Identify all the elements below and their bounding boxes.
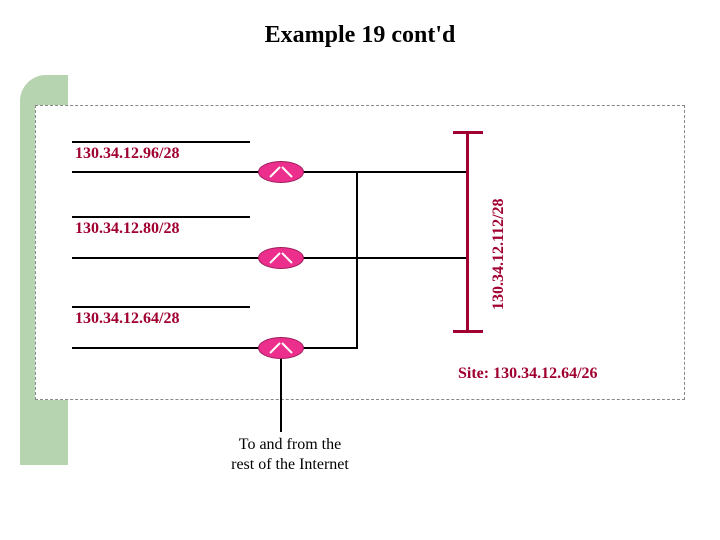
r2-link-right xyxy=(302,257,467,259)
subnet-1-rule xyxy=(72,141,250,143)
r2-link-left xyxy=(72,257,260,259)
subnet-2-rule xyxy=(72,216,250,218)
internet-caption: To and from the rest of the Internet xyxy=(210,435,370,475)
subnet-3-label: 130.34.12.64/28 xyxy=(75,310,179,328)
router-3-icon xyxy=(258,337,304,359)
backbone-line xyxy=(466,132,469,332)
subnet-3-rule xyxy=(72,306,250,308)
r1-link-left xyxy=(72,171,260,173)
slide-title: Example 19 cont'd xyxy=(0,22,720,49)
subnet-2-label: 130.34.12.80/28 xyxy=(75,220,179,238)
internet-caption-line2: rest of the Internet xyxy=(231,456,349,473)
site-label: Site: 130.34.12.64/26 xyxy=(458,365,598,383)
r3-link-right xyxy=(302,347,358,349)
backbone-cap-top xyxy=(453,131,483,134)
backbone-cap-bottom xyxy=(453,330,483,333)
router-1-icon xyxy=(258,161,304,183)
subnet-1-label: 130.34.12.96/28 xyxy=(75,145,179,163)
r3-link-up xyxy=(356,171,358,349)
r3-link-left xyxy=(72,347,260,349)
r1-link-right xyxy=(302,171,467,173)
internet-link xyxy=(280,358,282,432)
backbone-label: 130.34.12.112/28 xyxy=(490,198,508,310)
router-2-icon xyxy=(258,247,304,269)
internet-caption-line1: To and from the xyxy=(239,436,341,453)
